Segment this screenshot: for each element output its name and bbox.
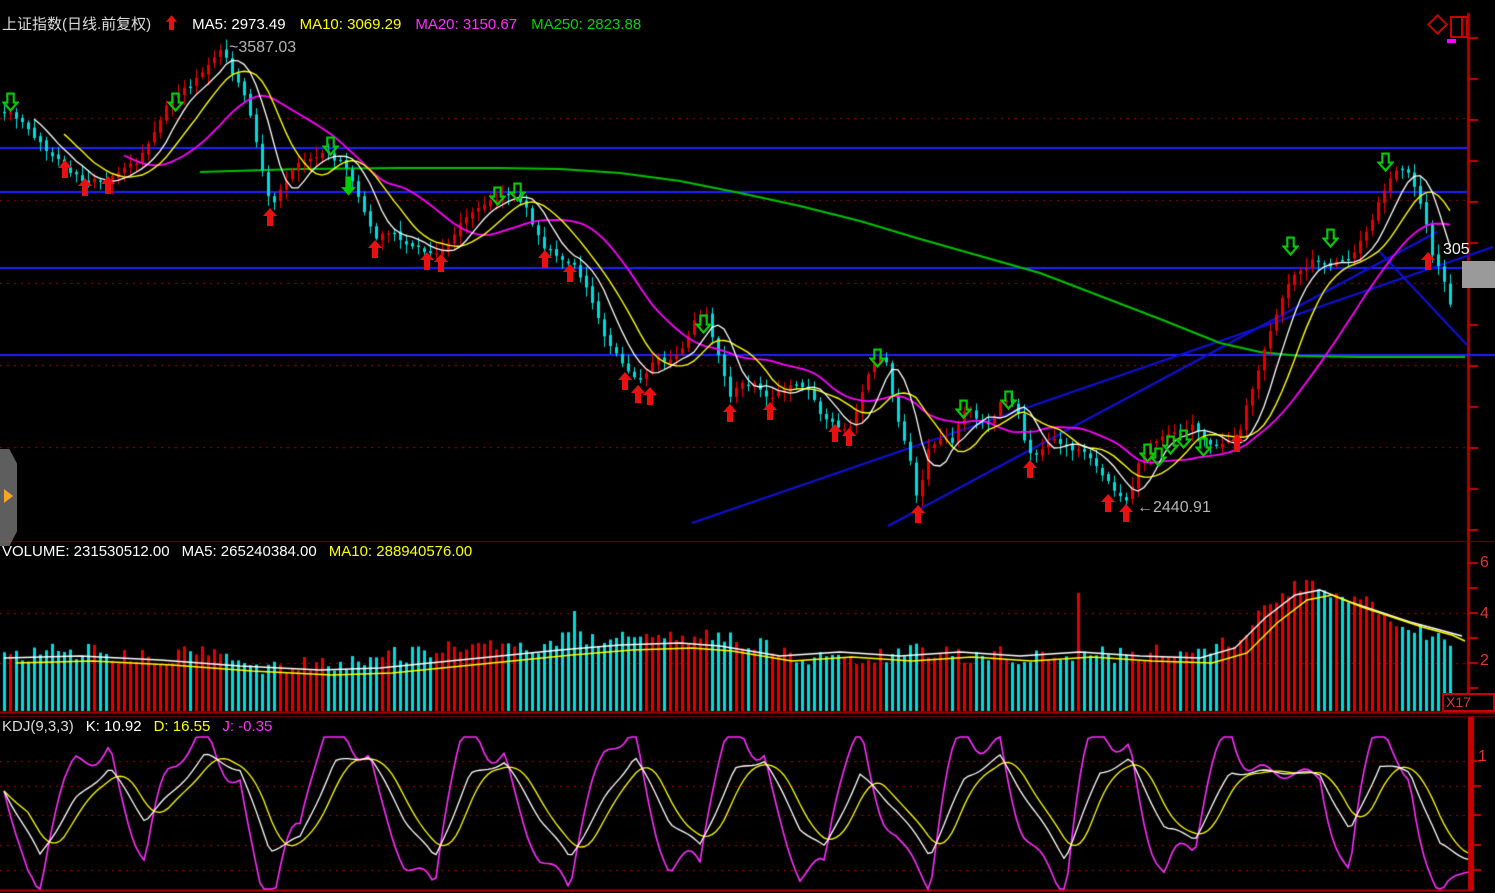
expand-sidebar-arrow-icon: [4, 489, 13, 503]
ma250-value: MA250: 2823.88: [531, 15, 642, 33]
kdj-d-value: D: 16.55: [153, 718, 211, 735]
volume-header: VOLUME: 231530512.00 MA5: 265240384.00 M…: [2, 544, 472, 559]
kdj-header: KDJ(9,3,3) K: 10.92 D: 16.55 J: -0.35: [2, 719, 272, 734]
volume-value: VOLUME: 231530512.00: [2, 543, 170, 560]
trough-price-annotation: ←2440.91: [1137, 499, 1211, 516]
kdj-axis-label: 1: [1478, 748, 1487, 765]
ma20-value: MA20: 3150.67: [415, 15, 518, 33]
price-axis-drag-handle[interactable]: [1462, 261, 1495, 288]
indicator-selector-box[interactable]: X17: [1442, 693, 1495, 712]
peak-price-annotation: ~3587.03: [229, 39, 297, 56]
ma5-value: MA5: 2973.49: [192, 15, 286, 33]
red-up-arrow-icon: [165, 15, 178, 33]
magenta-dash-icon: [1447, 39, 1456, 43]
main-chart-header: 上证指数(日线.前复权) MA5: 2973.49 MA10: 3069.29 …: [2, 15, 641, 33]
symbol-title: 上证指数(日线.前复权): [2, 15, 152, 33]
volume-axis-label-6: 6: [1480, 554, 1489, 571]
kdj-k-value: K: 10.92: [85, 718, 142, 735]
volume-axis-label-4: 4: [1480, 605, 1489, 622]
kdj-j-value: J: -0.35: [222, 718, 273, 735]
volume-axis-label-2: 2: [1480, 652, 1489, 669]
kdj-title: KDJ(9,3,3): [2, 718, 74, 735]
split-window-icon[interactable]: [1450, 16, 1468, 38]
volume-ma10-value: MA10: 288940576.00: [328, 543, 473, 560]
last-price-label: 305: [1443, 241, 1470, 258]
volume-ma5-value: MA5: 265240384.00: [181, 543, 317, 560]
sidebar-expand-handle[interactable]: [0, 449, 17, 546]
ma10-value: MA10: 3069.29: [299, 15, 402, 33]
